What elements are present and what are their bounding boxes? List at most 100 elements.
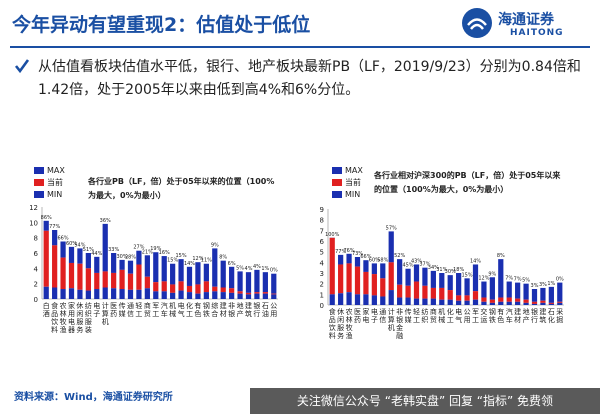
x-tick-label: 装	[85, 325, 92, 334]
bar-current-segment	[548, 302, 554, 304]
bar-current-segment	[127, 273, 134, 290]
data-label: 27%	[133, 245, 144, 251]
bar-min-segment	[203, 292, 209, 299]
y-tick-label: 0	[320, 302, 324, 310]
data-label: 12%	[192, 256, 203, 262]
x-tick-label: 牧	[60, 317, 67, 326]
x-tick-label: 算	[102, 309, 109, 318]
bar-min-segment	[111, 288, 117, 299]
x-tick-label: 械	[438, 315, 445, 324]
x-tick-label: 电	[362, 315, 369, 324]
x-tick-label: 材	[220, 309, 227, 318]
header: 今年异动有望重现2：估值处于低位 海通证券 HAITONG	[0, 0, 600, 46]
x-tick-label: 融	[396, 331, 403, 340]
bar-upper-segment	[422, 267, 428, 286]
bar-current-segment	[136, 264, 142, 290]
bar-min-segment	[144, 288, 150, 299]
x-tick-label: 传	[119, 301, 126, 310]
y-tick-label: 2	[34, 281, 38, 289]
x-tick-label: 纺	[421, 307, 428, 316]
data-label: 7%	[514, 277, 522, 283]
bar-min-segment	[245, 294, 252, 299]
bar-current-segment	[489, 299, 495, 303]
x-tick-label: 钢	[203, 301, 210, 310]
legend-swatch-min	[332, 191, 342, 198]
bar-current-segment	[531, 301, 538, 304]
legend-swatch-min	[34, 191, 44, 198]
x-tick-label: 汽	[506, 307, 513, 316]
x-tick-label: 渔	[346, 331, 353, 340]
bar-upper-segment	[77, 248, 83, 264]
bar-current-segment	[229, 288, 235, 293]
bar-upper-segment	[388, 231, 394, 263]
data-label: 3%	[539, 282, 547, 288]
data-label: 9%	[211, 242, 219, 248]
bar-upper-segment	[523, 283, 529, 300]
x-tick-label: 用	[270, 310, 277, 318]
y-tick-label: 8	[320, 217, 324, 225]
bar-min-segment	[346, 292, 352, 305]
x-tick-label: 算	[388, 315, 395, 324]
y-tick-label: 1	[320, 291, 324, 299]
bar-min-segment	[186, 292, 193, 299]
x-tick-label: 机	[102, 317, 109, 326]
bar-min-segment	[60, 289, 66, 299]
bar-upper-segment	[254, 269, 260, 293]
x-tick-label: 服	[337, 324, 344, 332]
x-tick-label: 贸	[430, 315, 437, 324]
bar-min-segment	[254, 293, 260, 299]
x-tick-label: 筑	[245, 309, 252, 318]
bar-upper-segment	[506, 281, 512, 298]
data-label: 3%	[531, 283, 539, 289]
bar-min-segment	[464, 300, 470, 305]
bar-current-segment	[338, 264, 344, 294]
bar-upper-segment	[237, 271, 243, 292]
bar-current-segment	[388, 262, 394, 291]
x-tick-label: 农	[346, 307, 353, 316]
bar-current-segment	[346, 263, 352, 293]
data-label: 15%	[167, 258, 178, 264]
bar-upper-segment	[43, 220, 49, 231]
data-label: 37%	[419, 262, 430, 268]
data-label: 57%	[386, 225, 397, 231]
x-tick-label: 牧	[346, 323, 353, 332]
data-label: 7%	[505, 276, 513, 282]
x-tick-label: 商	[144, 301, 151, 310]
bar-upper-segment	[111, 253, 117, 273]
data-label: 28%	[125, 255, 136, 261]
bar-min-segment	[422, 298, 428, 305]
logo-subtext: HAITONG	[510, 28, 564, 38]
bar-upper-segment	[52, 230, 58, 246]
bar-upper-segment	[178, 259, 184, 282]
bar-current-segment	[422, 285, 428, 299]
bar-min-segment	[363, 294, 369, 305]
x-tick-label: 药	[354, 315, 361, 324]
data-label: 60%	[369, 257, 380, 263]
y-tick-label: 3	[320, 270, 324, 278]
x-tick-label: 织	[85, 309, 92, 318]
x-tick-label: 色	[497, 315, 504, 324]
x-tick-label: 地	[237, 301, 244, 310]
x-tick-label: 气	[178, 309, 185, 318]
x-tick-label: 运	[480, 316, 487, 324]
bar-upper-segment	[354, 257, 361, 267]
bar-upper-segment	[271, 273, 277, 294]
bar-current-segment	[85, 268, 91, 291]
bar-upper-segment	[472, 264, 479, 292]
bar-current-segment	[271, 293, 277, 295]
chart-title: 各行业PB（LF，倍）处于05年以来的位置（100%为最大，0%为最小）	[88, 177, 275, 200]
x-tick-label: 产	[237, 309, 244, 318]
y-tick-label: 4	[34, 265, 39, 273]
bar-min-segment	[220, 292, 226, 299]
data-label: 33%	[108, 247, 119, 253]
bar-current-segment	[43, 230, 49, 287]
data-label: 6%	[228, 261, 236, 267]
bar-current-segment	[94, 272, 100, 290]
x-tick-label: 品	[51, 310, 58, 318]
x-tick-label: 饮	[51, 317, 58, 326]
bar-upper-segment	[170, 263, 176, 285]
x-tick-label: 家	[362, 307, 369, 316]
bar-current-segment	[515, 298, 521, 302]
x-tick-label: 轻	[135, 301, 142, 310]
